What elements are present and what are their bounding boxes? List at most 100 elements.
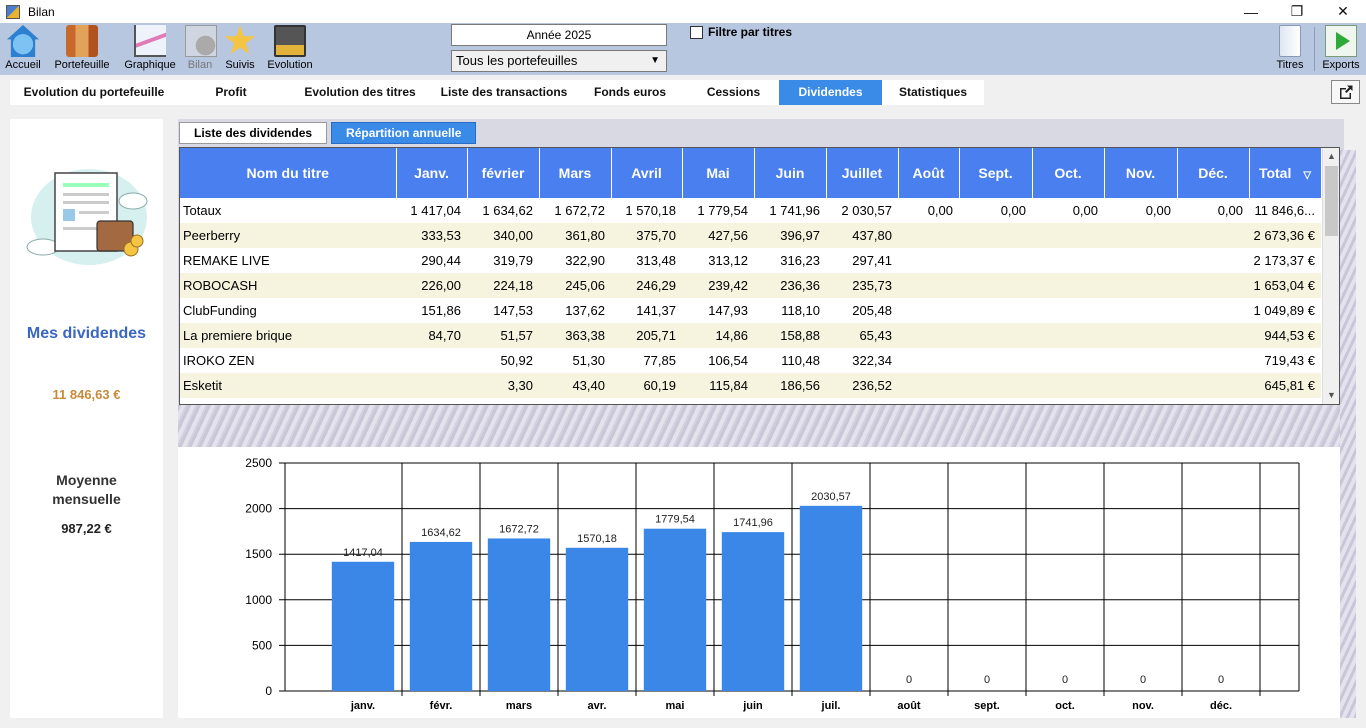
data-label: 0	[906, 674, 912, 686]
column-header-label: Total	[1258, 165, 1292, 181]
subtab-repartition-annuelle[interactable]: Répartition annuelle	[331, 122, 477, 144]
home-icon	[7, 25, 39, 57]
maximize-button[interactable]: ❐	[1290, 3, 1304, 19]
scroll-up-icon[interactable]: ▲	[1327, 151, 1336, 161]
cell-title-name: Peerberry	[180, 223, 396, 248]
toolbar-bilan-button[interactable]: Bilan	[185, 25, 217, 71]
summary-total: 11 846,63 €	[52, 387, 121, 402]
cell-value	[1104, 323, 1177, 348]
cell-value: 322,90	[565, 253, 605, 268]
cell-value	[1032, 373, 1104, 398]
subtab-liste-dividendes[interactable]: Liste des dividendes	[179, 122, 328, 144]
cell-value: 1 741,96	[769, 203, 820, 218]
toolbar-portefeuille-button[interactable]: Portefeuille	[51, 25, 113, 71]
exports-icon	[1325, 25, 1357, 57]
data-label: 1634,62	[421, 527, 461, 539]
tab-profit[interactable]: Profit	[215, 85, 247, 99]
toolbar-accueil-button[interactable]: Accueil	[4, 25, 42, 71]
table-row[interactable]: REMAKE LIVE 290,44 319,79 322,90 313,48 313,1…	[180, 248, 1321, 273]
column-header[interactable]: Total ▽	[1249, 148, 1322, 198]
cell-value: 186,56	[754, 373, 826, 398]
table-row[interactable]: Esketit 3,30 43,40 60,19 115,84 186,56 236,52 6…	[180, 373, 1321, 398]
tab-fonds-euros[interactable]: Fonds euros	[593, 85, 666, 99]
cell-title-name: ClubFunding	[183, 303, 257, 318]
cell-value: 151,86	[421, 303, 461, 318]
column-header[interactable]: Juillet	[826, 148, 899, 198]
title-bar: Bilan — ❐ ✕	[0, 0, 1366, 23]
cell-value	[1032, 298, 1104, 323]
cell-value: 158,88	[754, 323, 826, 348]
table-row[interactable]: IROKO ZEN 50,92 51,30 77,85 106,54 110,48 322,…	[180, 348, 1321, 373]
toolbar-evolution-button[interactable]: Evolution	[264, 25, 316, 71]
minimize-button[interactable]: —	[1244, 3, 1258, 20]
portfolio-select[interactable]: Tous les portefeuilles ▼	[451, 50, 667, 72]
chart-icon	[134, 25, 166, 57]
cell-value: 2 030,57	[841, 203, 892, 218]
cell-value: 944,53 €	[1249, 323, 1321, 348]
table-row[interactable]: Peerberry 333,53 340,00 361,80 375,70 427,56 3…	[180, 223, 1321, 248]
average-label-text: Moyenne mensuelle	[52, 472, 121, 507]
table-row[interactable]: ROBOCASH 226,00 224,18 245,06 246,29 239,42 23…	[180, 273, 1321, 298]
cell-value: 77,85	[643, 353, 676, 368]
column-header[interactable]: Mai	[682, 148, 755, 198]
tab-evolution-portefeuille[interactable]: Evolution du portefeuille	[23, 85, 165, 99]
cell-value	[396, 348, 467, 373]
scrollbar-thumb[interactable]	[1325, 166, 1338, 236]
x-tick-label: févr.	[430, 700, 453, 712]
data-label: 1741,96	[733, 517, 773, 529]
cell-value: 110,48	[781, 353, 820, 368]
tab-evolution-titres[interactable]: Evolution des titres	[304, 85, 416, 99]
tab-dividendes[interactable]: Dividendes	[779, 80, 882, 105]
cell-value: 0,00	[1072, 203, 1098, 218]
cell-value: 226,00	[396, 273, 467, 298]
toolbar-titres-button[interactable]: Titres	[1274, 25, 1306, 71]
filter-titres-checkbox[interactable]: Filtre par titres	[690, 25, 792, 39]
sort-icon[interactable]: ▽	[1303, 170, 1312, 181]
table-row[interactable]: ClubFunding 151,86 147,53 137,62 141,37 147,9…	[180, 298, 1321, 323]
column-header[interactable]: février	[467, 148, 540, 198]
table-row[interactable]: La premiere brique 84,70 51,57 363,38 205,71…	[180, 323, 1321, 348]
toolbar-graphique-button[interactable]: Graphique	[121, 25, 179, 71]
column-header[interactable]: Août	[898, 148, 960, 198]
column-header[interactable]: Juin	[754, 148, 827, 198]
toolbar-suivis-button[interactable]: Suivis	[223, 25, 257, 71]
cell-value: 645,81 €	[1249, 373, 1321, 398]
toolbar-evolution-label: Evolution	[267, 59, 313, 71]
x-tick-label: déc.	[1210, 700, 1232, 712]
totals-row[interactable]: Totaux 1 417,04 1 634,62 1 672,72 1 570,18 1 …	[180, 198, 1321, 223]
column-header[interactable]: Nom du titre	[180, 148, 397, 198]
column-header[interactable]: Nov.	[1104, 148, 1178, 198]
column-header[interactable]: Oct.	[1032, 148, 1105, 198]
column-header[interactable]: Déc.	[1177, 148, 1250, 198]
cell-value	[959, 348, 1032, 373]
column-header[interactable]: Avril	[611, 148, 683, 198]
column-header[interactable]: Janv.	[396, 148, 468, 198]
tab-statistiques[interactable]: Statistiques	[898, 85, 967, 99]
sub-tabs: Liste des dividendes Répartition annuell…	[179, 122, 477, 144]
scroll-down-icon[interactable]: ▼	[1327, 390, 1336, 400]
data-label: 0	[1140, 674, 1146, 686]
checkbox-box[interactable]	[690, 25, 703, 39]
cell-value	[959, 273, 1032, 298]
close-button[interactable]: ✕	[1337, 3, 1349, 19]
portfolio-icon	[66, 25, 98, 57]
cell-value: 322,34	[852, 353, 892, 368]
cell-value: 51,57	[467, 323, 539, 348]
toolbar: Accueil Portefeuille Graphique Bilan Sui…	[0, 23, 1366, 75]
cell-value: 236,52	[826, 373, 898, 398]
cell-value: 2 173,37 €	[1253, 253, 1315, 268]
tab-liste-transactions[interactable]: Liste des transactions	[440, 85, 568, 99]
cell-value: 118,10	[781, 303, 820, 318]
cell-value: 1 779,54	[697, 203, 748, 218]
toolbar-exports-button[interactable]: Exports	[1320, 25, 1362, 71]
toolbar-graphique-label: Graphique	[124, 59, 176, 71]
popout-button[interactable]	[1331, 80, 1360, 104]
column-header[interactable]: Sept.	[959, 148, 1033, 198]
year-field[interactable]: Année 2025	[451, 24, 667, 46]
column-header[interactable]: Mars	[539, 148, 612, 198]
cell-value	[1177, 273, 1249, 298]
toolbar-accueil-label: Accueil	[5, 59, 41, 71]
tab-cessions[interactable]: Cessions	[706, 85, 761, 99]
cell-value	[1104, 348, 1177, 373]
table-scrollbar[interactable]: ▲ ▼	[1322, 148, 1339, 404]
